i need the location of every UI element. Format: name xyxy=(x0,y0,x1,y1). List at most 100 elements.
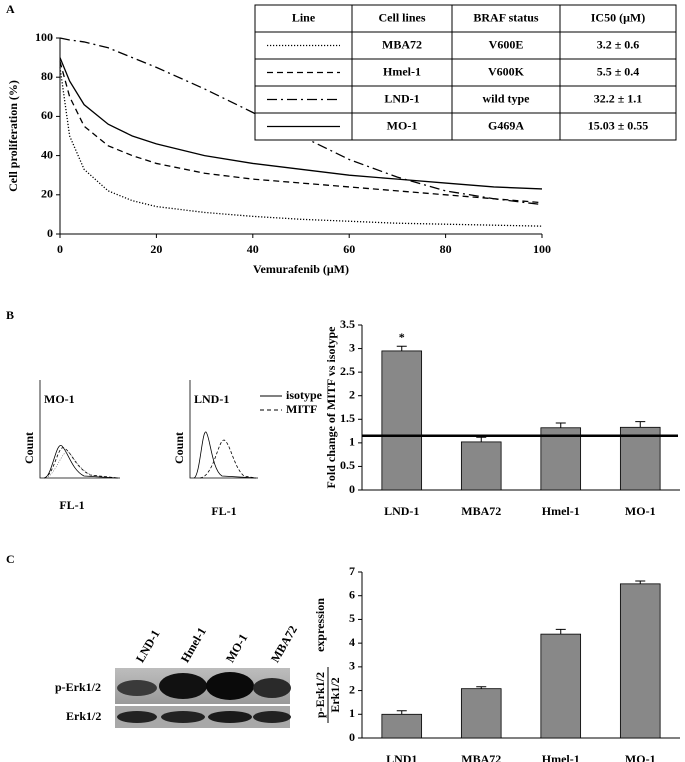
blot-lane-label: MBA72 xyxy=(268,623,300,665)
y-tick-label: 5 xyxy=(349,611,355,625)
blot-band xyxy=(206,672,254,700)
x-tick-label: 40 xyxy=(247,242,259,256)
y-tick-label: 0 xyxy=(349,730,355,744)
x-tick-label: LND1 xyxy=(386,752,417,762)
table-cell: 3.2 ± 0.6 xyxy=(597,37,640,51)
flow-x-label: FL-1 xyxy=(211,504,236,518)
y-axis-label: Fold change of MITF vs isotype xyxy=(324,326,338,489)
y-tick-label: 3 xyxy=(349,340,355,354)
flow-x-label: FL-1 xyxy=(59,498,84,512)
bar xyxy=(619,426,661,491)
flow-legend: isotype xyxy=(286,388,323,402)
blot-band xyxy=(161,711,205,723)
flow-y-label: Count xyxy=(172,432,186,464)
table-header: Cell lines xyxy=(379,10,426,24)
y-tick-label: 1 xyxy=(349,706,355,720)
y-tick-label: 1.5 xyxy=(340,411,355,425)
blot-lane-label: LND-1 xyxy=(133,627,163,665)
y-tick-label: 2 xyxy=(349,387,355,401)
bar xyxy=(460,688,502,739)
error-bar xyxy=(555,628,566,635)
y-label-denominator: Erk1/2 xyxy=(328,677,342,712)
bar xyxy=(381,713,423,739)
flow-plot: MO-1 Count FL-1 xyxy=(22,380,120,512)
table-cell: 15.03 ± 0.55 xyxy=(588,118,649,132)
x-tick-label: Hmel-1 xyxy=(542,504,580,518)
table-cell: V600E xyxy=(489,37,524,51)
blot-band xyxy=(159,673,207,699)
error-bar xyxy=(635,580,646,584)
blot-band xyxy=(208,711,252,723)
y-tick-label: 7 xyxy=(349,564,355,578)
x-tick-label: LND-1 xyxy=(384,504,419,518)
table-header: Line xyxy=(292,10,316,24)
line-series xyxy=(59,67,543,227)
blot-band xyxy=(117,711,157,723)
legend-label: MO-1 xyxy=(387,118,418,132)
y-tick-label: 1 xyxy=(349,435,355,449)
annotation: * xyxy=(399,330,405,344)
y-tick-label: 0.5 xyxy=(340,458,355,472)
x-tick-label: 100 xyxy=(533,242,551,256)
table-header: IC50 (μM) xyxy=(591,10,645,24)
y-tick-label: 40 xyxy=(41,147,53,161)
error-bar xyxy=(476,686,487,689)
x-tick-label: 60 xyxy=(343,242,355,256)
blot-lane-label: MO-1 xyxy=(223,631,250,665)
y-label-text: expression xyxy=(313,598,327,652)
table-cell: 32.2 ± 1.1 xyxy=(594,91,643,105)
blot-row-label: Erk1/2 xyxy=(66,709,101,723)
x-tick-label: Hmel-1 xyxy=(542,752,580,762)
error-bar xyxy=(555,422,566,428)
bar xyxy=(460,441,502,491)
flow-title: MO-1 xyxy=(44,392,75,406)
x-axis-label: Vemurafenib (μM) xyxy=(253,262,349,276)
line-series xyxy=(59,57,543,190)
y-tick-label: 6 xyxy=(349,587,355,601)
error-bar xyxy=(396,345,407,351)
y-tick-label: 60 xyxy=(41,108,53,122)
x-tick-label: 20 xyxy=(150,242,162,256)
table-cell: wild type xyxy=(482,91,530,105)
table-frame xyxy=(254,4,677,141)
error-bar xyxy=(396,710,407,715)
error-bar xyxy=(476,436,487,442)
table-cell: G469A xyxy=(488,118,524,132)
flow-legend: MITF xyxy=(286,402,317,416)
blot-lane-label: Hmel-1 xyxy=(178,625,209,665)
table-cell: 5.5 ± 0.4 xyxy=(597,64,640,78)
x-tick-label: 80 xyxy=(440,242,452,256)
y-tick-label: 3.5 xyxy=(340,317,355,331)
y-tick-label: 100 xyxy=(35,30,53,44)
legend-label: Hmel-1 xyxy=(383,64,421,78)
x-tick-label: MBA72 xyxy=(461,752,501,762)
x-tick-label: MO-1 xyxy=(625,504,656,518)
line-series xyxy=(59,37,543,206)
y-label-numerator: p-Erk1/2 xyxy=(313,672,327,718)
y-tick-label: 20 xyxy=(41,187,53,201)
y-axis-label: Cell proliferation (%) xyxy=(6,80,20,192)
flow-title: LND-1 xyxy=(194,392,229,406)
panel-label: C xyxy=(6,552,15,566)
blot-row-label: p-Erk1/2 xyxy=(55,680,101,694)
y-tick-label: 2.5 xyxy=(340,364,355,378)
bar xyxy=(540,427,582,491)
flow-y-label: Count xyxy=(22,432,36,464)
y-tick-label: 0 xyxy=(47,226,53,240)
bar xyxy=(619,583,661,739)
blot-band xyxy=(117,680,157,696)
legend-label: MBA72 xyxy=(382,37,422,51)
blot-band xyxy=(253,678,291,698)
y-axis-label: p-Erk1/2 Erk1/2 expression xyxy=(313,598,342,723)
bar xyxy=(540,633,582,739)
line-series xyxy=(59,61,543,204)
y-tick-label: 80 xyxy=(41,69,53,83)
x-tick-label: MBA72 xyxy=(461,504,501,518)
legend-label: LND-1 xyxy=(384,91,419,105)
y-tick-label: 0 xyxy=(349,482,355,496)
panel-label: B xyxy=(6,308,14,322)
panel-label: A xyxy=(6,2,15,16)
y-tick-label: 4 xyxy=(349,635,355,649)
x-tick-label: 0 xyxy=(57,242,63,256)
